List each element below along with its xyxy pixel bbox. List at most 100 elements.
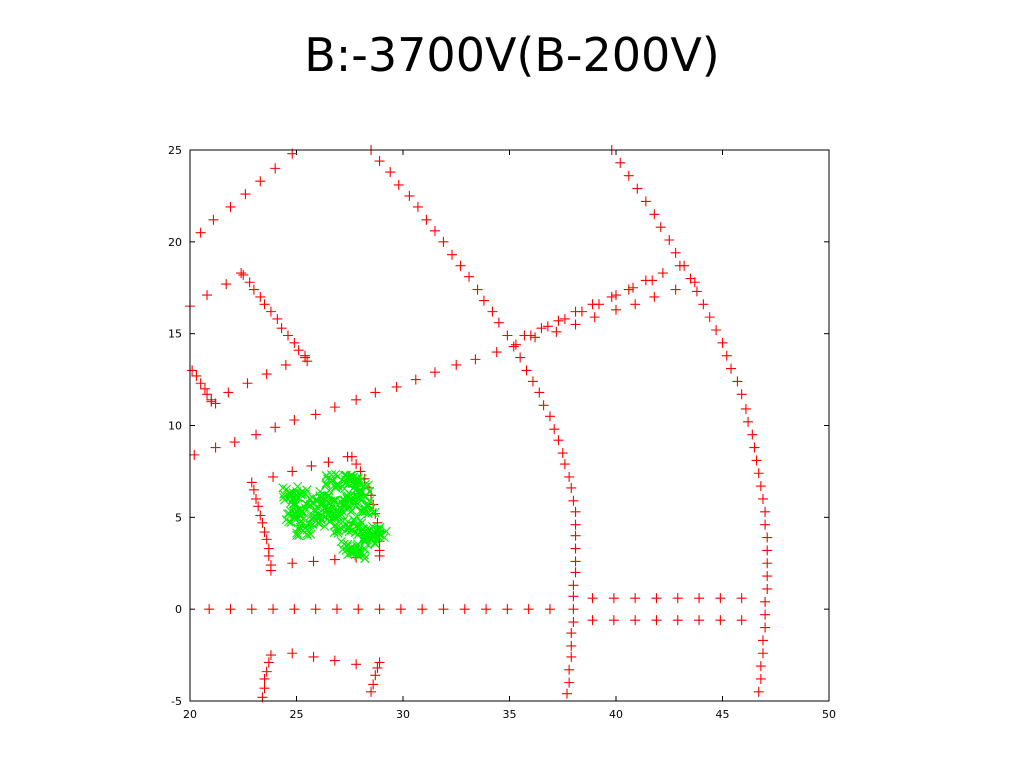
x-point bbox=[278, 492, 289, 502]
plus-point bbox=[549, 424, 560, 435]
plus-point bbox=[270, 163, 281, 174]
x-point bbox=[381, 526, 391, 536]
plus-point bbox=[455, 260, 466, 271]
plus-point bbox=[257, 517, 268, 528]
x-point bbox=[332, 481, 342, 491]
plus-point bbox=[570, 556, 581, 567]
x-tick-label: 25 bbox=[290, 708, 304, 721]
plus-point bbox=[287, 466, 298, 477]
plus-point bbox=[210, 442, 221, 453]
plus-point bbox=[704, 312, 715, 323]
plus-point bbox=[587, 593, 598, 604]
plus-point bbox=[647, 275, 658, 286]
plus-point bbox=[225, 201, 236, 212]
x-point bbox=[336, 536, 346, 547]
plus-point bbox=[640, 196, 651, 207]
plot-frame bbox=[189, 149, 830, 702]
plus-point bbox=[651, 615, 662, 626]
x-point bbox=[290, 499, 300, 509]
plus-point bbox=[302, 356, 313, 367]
plus-point bbox=[459, 604, 470, 615]
data-marks bbox=[185, 145, 773, 703]
plus-point bbox=[268, 604, 279, 615]
plus-point bbox=[259, 683, 270, 694]
plus-point bbox=[760, 519, 771, 530]
plus-point bbox=[564, 471, 575, 482]
plus-point bbox=[261, 369, 272, 380]
plus-point bbox=[672, 615, 683, 626]
plus-point bbox=[263, 550, 274, 561]
x-point bbox=[336, 505, 346, 515]
plus-point bbox=[242, 378, 253, 389]
x-point bbox=[356, 487, 366, 497]
plus-point bbox=[630, 593, 641, 604]
plus-point bbox=[246, 604, 257, 615]
x-point bbox=[288, 506, 298, 516]
plus-point bbox=[353, 604, 364, 615]
x-point bbox=[304, 520, 314, 530]
plus-point bbox=[736, 593, 747, 604]
plus-point bbox=[628, 282, 639, 293]
y-tick-label: 5 bbox=[175, 511, 182, 524]
plus-point bbox=[608, 615, 619, 626]
plus-point bbox=[248, 284, 259, 295]
x-point bbox=[360, 507, 370, 517]
plus-point bbox=[536, 323, 547, 334]
plus-point bbox=[559, 313, 570, 324]
plus-point bbox=[623, 284, 634, 295]
plus-point bbox=[472, 284, 483, 295]
plus-point bbox=[568, 591, 579, 602]
x-point bbox=[348, 514, 359, 525]
plus-point bbox=[268, 471, 279, 482]
plus-point bbox=[374, 550, 385, 561]
axis-ticks bbox=[189, 149, 830, 702]
plus-point bbox=[331, 604, 342, 615]
plus-point bbox=[255, 176, 266, 187]
plus-point bbox=[553, 435, 564, 446]
plus-point bbox=[755, 673, 766, 684]
plus-point bbox=[370, 670, 381, 681]
x-point bbox=[343, 479, 353, 489]
plus-point bbox=[525, 330, 536, 341]
y-tick-label: 10 bbox=[168, 420, 182, 433]
plus-point bbox=[760, 596, 771, 607]
x-tick-label: 35 bbox=[503, 708, 517, 721]
x-point bbox=[334, 517, 344, 527]
plus-point bbox=[736, 615, 747, 626]
plus-point bbox=[747, 429, 758, 440]
plus-point bbox=[210, 398, 221, 409]
plus-point bbox=[698, 299, 709, 310]
plus-point bbox=[566, 640, 577, 651]
x-point bbox=[296, 524, 306, 534]
plus-point bbox=[493, 317, 504, 328]
x-point bbox=[293, 523, 303, 534]
plus-point bbox=[429, 367, 440, 378]
plus-point bbox=[608, 593, 619, 604]
x-point bbox=[281, 515, 291, 525]
x-point bbox=[357, 506, 367, 517]
x-tick-label: 50 bbox=[822, 708, 836, 721]
plus-point bbox=[721, 350, 732, 361]
plus-point bbox=[417, 604, 428, 615]
plus-point bbox=[189, 449, 200, 460]
x-point bbox=[302, 485, 312, 495]
x-point bbox=[346, 470, 356, 480]
plus-point bbox=[611, 304, 621, 315]
x-tick-label: 45 bbox=[716, 708, 730, 721]
plus-point bbox=[248, 484, 259, 495]
plus-point bbox=[568, 495, 579, 506]
plus-point bbox=[287, 558, 298, 569]
x-point bbox=[360, 553, 370, 563]
x-point bbox=[321, 503, 331, 513]
x-point bbox=[343, 524, 354, 534]
slide-title: B:-3700V(B-200V) bbox=[304, 28, 720, 82]
plus-point bbox=[251, 429, 262, 440]
plus-point bbox=[670, 247, 681, 258]
x-point bbox=[340, 478, 351, 488]
x-point bbox=[376, 530, 387, 540]
plus-point bbox=[753, 686, 764, 697]
plus-point bbox=[559, 459, 570, 470]
plus-point bbox=[544, 604, 555, 615]
x-point bbox=[345, 547, 355, 557]
